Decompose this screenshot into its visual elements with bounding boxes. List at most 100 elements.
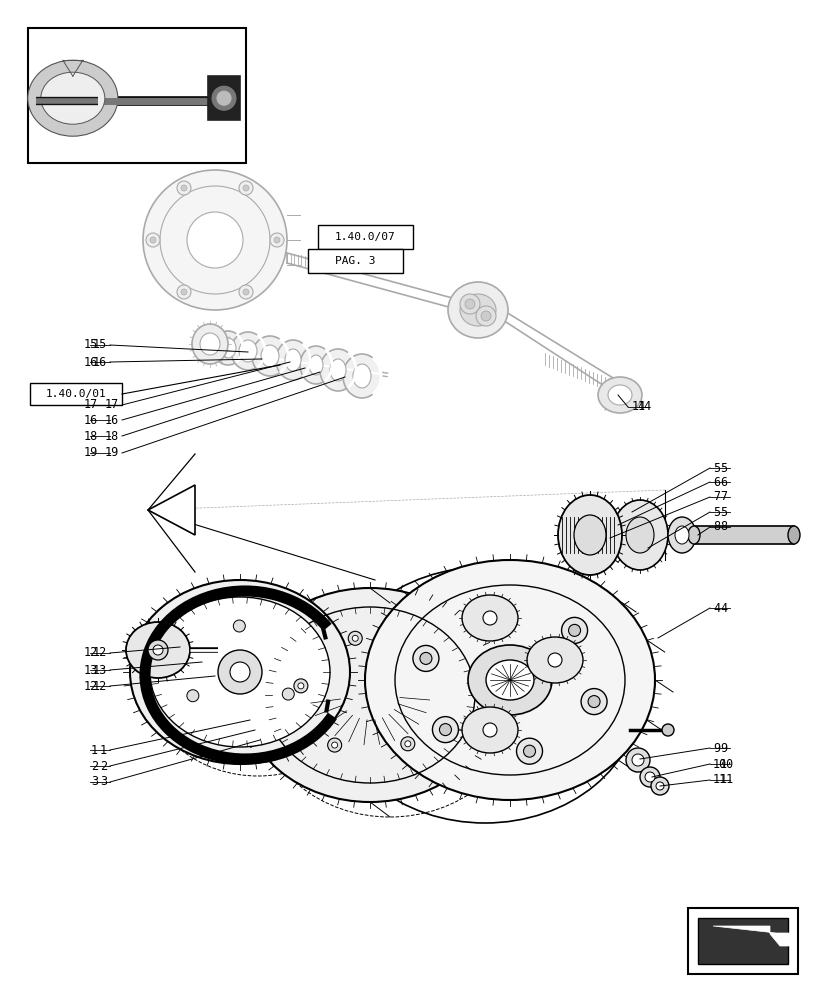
Circle shape (439, 724, 451, 736)
Text: 8: 8 (719, 520, 726, 534)
Text: 6: 6 (712, 476, 719, 488)
Circle shape (351, 635, 358, 641)
Text: 16: 16 (105, 414, 119, 426)
Circle shape (465, 299, 475, 309)
Ellipse shape (352, 364, 370, 388)
Ellipse shape (467, 645, 552, 715)
Circle shape (568, 624, 580, 636)
Ellipse shape (28, 60, 117, 136)
Ellipse shape (461, 707, 518, 753)
Circle shape (662, 724, 673, 736)
Ellipse shape (573, 515, 605, 555)
Circle shape (270, 233, 284, 247)
Text: 1: 1 (100, 744, 107, 756)
Bar (318, 225, 413, 249)
Circle shape (148, 640, 168, 660)
Circle shape (547, 653, 562, 667)
Ellipse shape (261, 345, 279, 367)
Ellipse shape (213, 331, 242, 365)
Ellipse shape (308, 355, 323, 375)
Ellipse shape (787, 526, 799, 544)
Text: 9: 9 (712, 742, 719, 754)
Circle shape (177, 285, 191, 299)
Text: 1: 1 (91, 744, 98, 756)
Circle shape (655, 782, 663, 790)
Ellipse shape (460, 294, 495, 326)
Text: 3: 3 (100, 775, 107, 788)
Ellipse shape (687, 526, 699, 544)
Circle shape (625, 748, 649, 772)
Circle shape (561, 617, 587, 643)
Circle shape (482, 611, 496, 625)
Circle shape (181, 289, 187, 295)
Circle shape (146, 233, 160, 247)
Polygon shape (712, 926, 789, 946)
Ellipse shape (239, 340, 256, 362)
Circle shape (217, 91, 231, 105)
Ellipse shape (365, 560, 654, 800)
Circle shape (417, 651, 431, 665)
Circle shape (218, 650, 261, 694)
Circle shape (274, 237, 280, 243)
Text: 18: 18 (105, 430, 119, 442)
Circle shape (177, 181, 191, 195)
Bar (693, 526, 793, 544)
Circle shape (484, 603, 496, 615)
Text: 14: 14 (638, 400, 652, 414)
Text: 15: 15 (93, 338, 107, 352)
Ellipse shape (187, 212, 242, 268)
Circle shape (644, 772, 654, 782)
Ellipse shape (130, 580, 350, 764)
Ellipse shape (41, 72, 105, 124)
Text: 6: 6 (719, 476, 726, 488)
Polygon shape (148, 485, 195, 535)
Text: 5: 5 (719, 506, 726, 518)
Ellipse shape (200, 333, 220, 355)
Bar (308, 249, 403, 273)
Text: 9: 9 (719, 742, 726, 754)
Ellipse shape (485, 660, 533, 700)
Ellipse shape (330, 359, 346, 381)
Text: 5: 5 (712, 462, 719, 475)
Text: 12: 12 (93, 680, 107, 692)
Circle shape (400, 737, 414, 751)
Text: 7: 7 (719, 490, 726, 504)
Bar (687, 908, 797, 974)
Text: PAG. 3: PAG. 3 (335, 256, 375, 266)
Circle shape (460, 294, 480, 314)
Ellipse shape (342, 354, 380, 398)
Circle shape (581, 689, 606, 715)
Bar (30, 383, 122, 405)
Ellipse shape (526, 637, 582, 683)
Circle shape (480, 311, 490, 321)
Text: 11: 11 (719, 773, 734, 786)
Text: 1.40.0/01: 1.40.0/01 (45, 389, 106, 399)
Text: 13: 13 (84, 664, 98, 676)
Circle shape (294, 679, 308, 693)
Circle shape (239, 285, 253, 299)
Text: 2: 2 (91, 760, 98, 772)
Circle shape (230, 662, 250, 682)
Circle shape (523, 745, 535, 757)
Circle shape (516, 738, 542, 764)
Text: 12: 12 (93, 647, 107, 660)
Text: 7: 7 (712, 490, 719, 504)
Circle shape (404, 741, 410, 747)
Ellipse shape (674, 526, 688, 544)
Text: 13: 13 (93, 664, 107, 676)
Text: 14: 14 (631, 400, 645, 414)
Ellipse shape (447, 282, 508, 338)
Circle shape (187, 690, 198, 702)
Circle shape (239, 181, 253, 195)
Text: 16: 16 (84, 414, 98, 426)
Circle shape (332, 742, 337, 748)
Circle shape (650, 777, 668, 795)
Text: 19: 19 (84, 446, 98, 460)
Text: 10: 10 (719, 758, 734, 770)
Text: 3: 3 (91, 775, 98, 788)
Circle shape (482, 723, 496, 737)
Ellipse shape (241, 588, 497, 802)
Circle shape (432, 717, 458, 743)
Circle shape (639, 767, 659, 787)
Ellipse shape (192, 324, 227, 364)
